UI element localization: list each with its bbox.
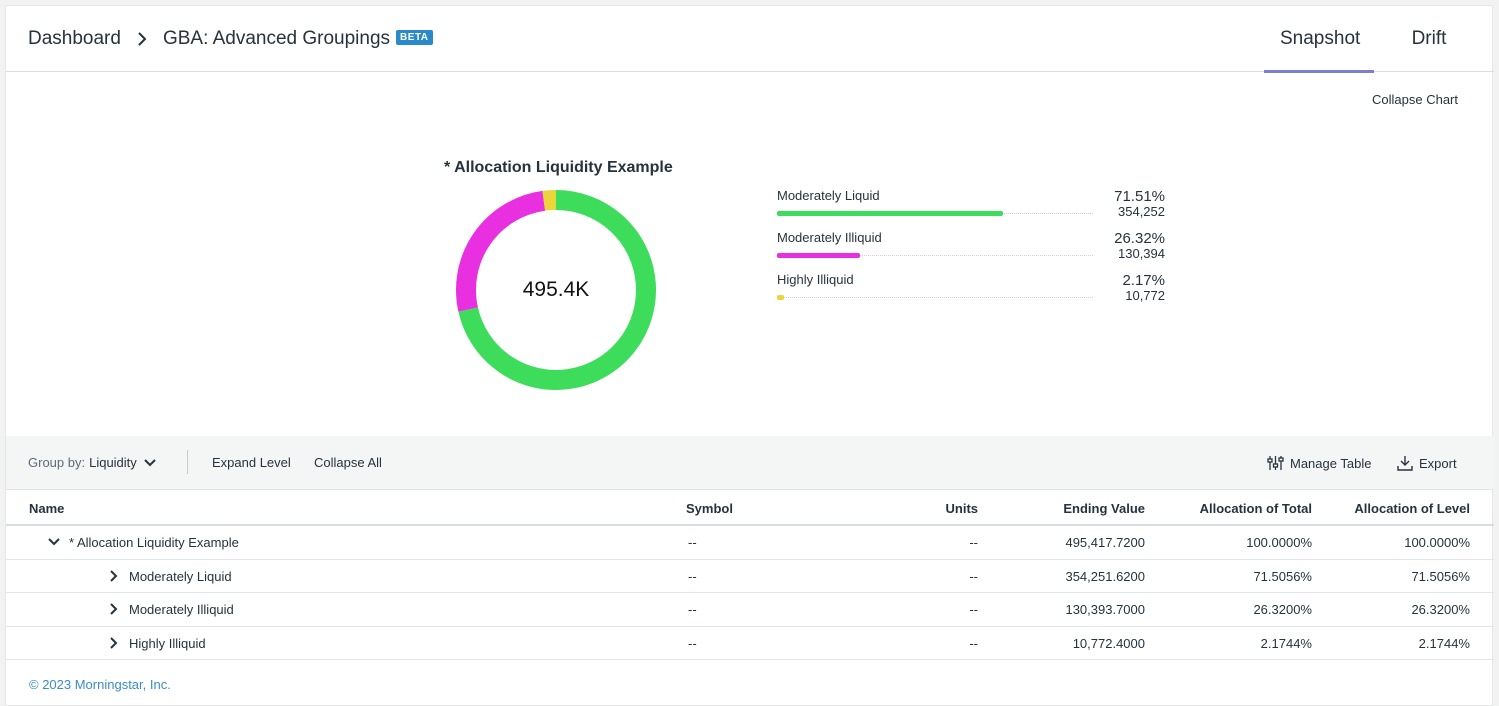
- row-units: --: [969, 602, 978, 617]
- chevron-right-icon[interactable]: [107, 569, 121, 583]
- row-ending-value: 495,417.7200: [1065, 535, 1145, 550]
- app-frame: Dashboard GBA: Advanced Groupings BETA S…: [5, 5, 1494, 706]
- donut-slice-moderately-illiquid[interactable]: [456, 190, 546, 312]
- groupby-dropdown[interactable]: Group by: Liquidity: [28, 455, 157, 470]
- chevron-right-icon[interactable]: [107, 602, 121, 616]
- legend-percent: 71.51%: [1114, 188, 1165, 205]
- expand-level-button[interactable]: Expand Level: [212, 455, 291, 470]
- legend-track: [777, 297, 1093, 298]
- tab-snapshot[interactable]: Snapshot: [1264, 6, 1374, 73]
- table-toolbar: Group by: Liquidity Expand Level Collaps…: [6, 436, 1494, 490]
- row-units: --: [969, 535, 978, 550]
- donut-svg: [456, 190, 656, 390]
- row-allocation-level: 100.0000%: [1404, 535, 1470, 550]
- donut-chart: 495.4K: [454, 188, 658, 392]
- row-allocation-total: 2.1744%: [1260, 635, 1312, 651]
- collapse-all-button[interactable]: Collapse All: [314, 455, 382, 470]
- table-row[interactable]: * Allocation Liquidity Example -- -- 495…: [6, 526, 1494, 560]
- legend-value: 354,252: [1118, 204, 1165, 219]
- collapse-chart-button[interactable]: Collapse Chart: [1372, 92, 1458, 107]
- beta-badge: BETA: [396, 29, 433, 45]
- row-allocation-level: 26.3200%: [1411, 602, 1470, 617]
- row-ending-value: 130,393.7000: [1065, 602, 1145, 617]
- chevron-right-icon[interactable]: [107, 636, 121, 650]
- row-symbol: --: [688, 568, 697, 584]
- row-allocation-total: 26.3200%: [1253, 602, 1312, 617]
- legend-label: Highly Illiquid: [777, 272, 854, 287]
- donut-slice-highly-illiquid[interactable]: [542, 190, 557, 211]
- toolbar-divider: [187, 450, 188, 474]
- legend-value: 10,772: [1125, 288, 1165, 303]
- table-row[interactable]: Highly Illiquid -- -- 10,772.4000 2.1744…: [6, 627, 1494, 660]
- copyright-footer: © 2023 Morningstar, Inc.: [29, 677, 171, 692]
- page-title: GBA: Advanced Groupings: [162, 28, 391, 49]
- legend-item: Moderately Liquid 71.51% 354,252: [777, 186, 1169, 228]
- legend-bar: [777, 211, 1003, 216]
- row-ending-value: 354,251.6200: [1065, 568, 1145, 584]
- legend-bar: [777, 253, 861, 258]
- view-tabs: Snapshot Drift: [1264, 6, 1494, 73]
- chevron-right-icon: [138, 32, 147, 46]
- column-header-allocation-total[interactable]: Allocation of Total: [1199, 501, 1312, 516]
- donut-slice-moderately-liquid[interactable]: [458, 190, 656, 390]
- manage-table-button[interactable]: Manage Table: [1267, 455, 1371, 471]
- row-allocation-level: 71.5056%: [1411, 568, 1470, 584]
- column-header-units[interactable]: Units: [945, 501, 979, 516]
- row-ending-value: 10,772.4000: [1072, 635, 1145, 651]
- holdings-table: Name Symbol Units Ending Value Allocatio…: [6, 490, 1494, 660]
- table-row[interactable]: Moderately Liquid -- -- 354,251.6200 71.…: [6, 560, 1494, 593]
- row-symbol: --: [688, 535, 697, 550]
- row-allocation-total: 100.0000%: [1246, 535, 1312, 550]
- row-allocation-level: 2.1744%: [1418, 635, 1470, 651]
- tab-drift[interactable]: Drift: [1411, 28, 1447, 49]
- chevron-down-icon: [144, 458, 156, 466]
- legend-percent: 26.32%: [1114, 230, 1165, 247]
- column-header-ending-value[interactable]: Ending Value: [1063, 501, 1145, 516]
- legend-label: Moderately Illiquid: [777, 230, 882, 245]
- legend-label: Moderately Liquid: [777, 188, 880, 203]
- column-header-symbol[interactable]: Symbol: [686, 501, 733, 516]
- page-header: Dashboard GBA: Advanced Groupings BETA S…: [6, 6, 1494, 73]
- row-name: Highly Illiquid: [129, 635, 206, 651]
- row-symbol: --: [688, 635, 697, 651]
- row-units: --: [969, 635, 978, 651]
- sliders-icon: [1267, 456, 1284, 470]
- chevron-down-icon[interactable]: [47, 535, 61, 549]
- table-row[interactable]: Moderately Illiquid -- -- 130,393.7000 2…: [6, 593, 1494, 627]
- row-symbol: --: [688, 602, 697, 617]
- row-units: --: [969, 568, 978, 584]
- export-label: Export: [1419, 455, 1457, 471]
- column-header-allocation-level[interactable]: Allocation of Level: [1354, 501, 1470, 516]
- breadcrumb: Dashboard GBA: Advanced Groupings BETA: [28, 28, 433, 50]
- legend-track: [777, 255, 1093, 256]
- breadcrumb-dashboard-link[interactable]: Dashboard: [28, 28, 121, 49]
- table-header: Name Symbol Units Ending Value Allocatio…: [6, 490, 1494, 526]
- row-name: * Allocation Liquidity Example: [69, 535, 239, 550]
- chart-legend: Moderately Liquid 71.51% 354,252 Moderat…: [777, 186, 1169, 312]
- row-name: Moderately Liquid: [129, 568, 232, 584]
- export-button[interactable]: Export: [1397, 455, 1457, 471]
- legend-item: Highly Illiquid 2.17% 10,772: [777, 270, 1169, 312]
- row-name: Moderately Illiquid: [129, 602, 234, 617]
- groupby-label: Group by:: [28, 455, 86, 470]
- legend-bar: [777, 295, 784, 300]
- legend-percent: 2.17%: [1122, 272, 1165, 289]
- legend-item: Moderately Illiquid 26.32% 130,394: [777, 228, 1169, 270]
- row-allocation-total: 71.5056%: [1253, 568, 1312, 584]
- manage-table-label: Manage Table: [1290, 455, 1372, 471]
- groupby-value: Liquidity: [89, 455, 137, 470]
- download-icon: [1397, 456, 1413, 471]
- legend-value: 130,394: [1118, 246, 1165, 261]
- column-header-name[interactable]: Name: [29, 501, 65, 516]
- chart-title: * Allocation Liquidity Example: [444, 159, 673, 176]
